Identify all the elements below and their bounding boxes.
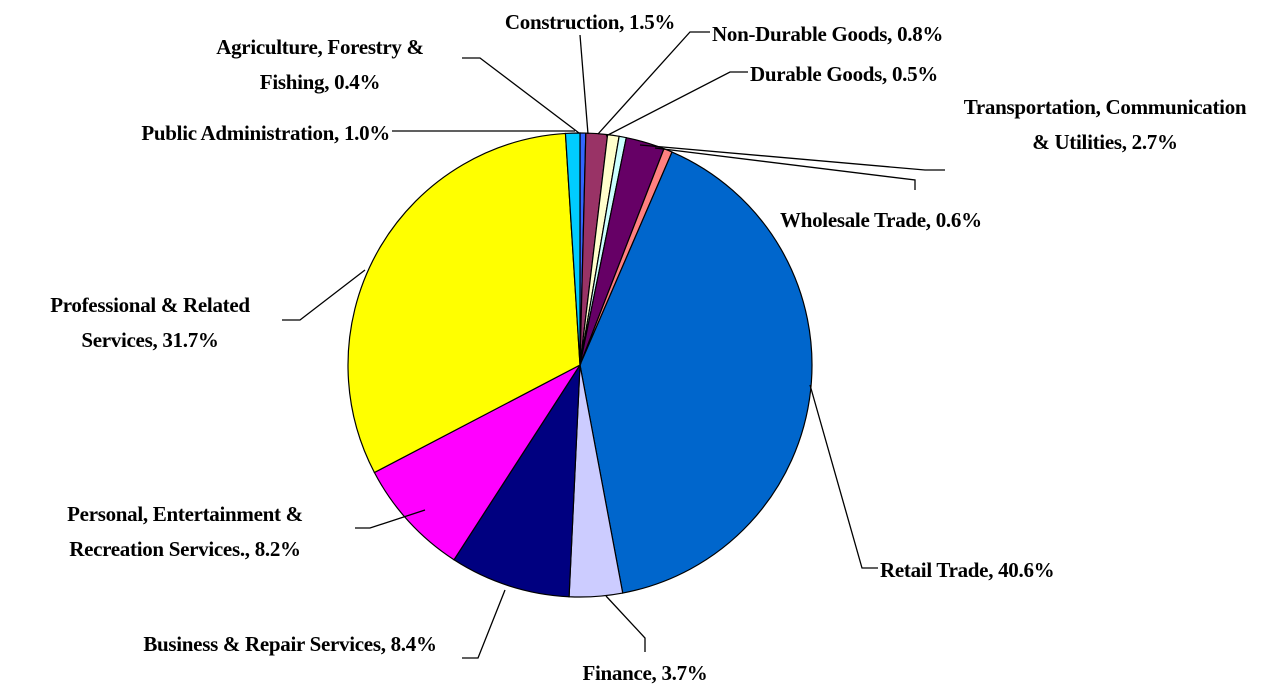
leader-line (355, 509, 426, 529)
slice-label: Personal, Entertainment & Recreation Ser… (20, 497, 350, 567)
slice-label: Professional & Related Services, 31.7% (10, 288, 290, 358)
leader-line (605, 71, 748, 137)
category-label: Retail Trade, (880, 558, 994, 582)
leader-line (809, 384, 878, 569)
value-label: 0.5% (891, 62, 939, 86)
category-label: Business & Repair Services, (143, 632, 386, 656)
slice-label: Agriculture, Forestry & Fishing, 0.4% (190, 30, 450, 100)
slice-label: Public Administration, 1.0% (40, 116, 390, 151)
pie-slice (564, 132, 581, 366)
slice-label: Business & Repair Services, 8.4% (140, 627, 440, 662)
value-label: 1.0% (343, 121, 390, 145)
value-label: 2.7% (1131, 130, 1178, 154)
leader-line (654, 147, 916, 190)
value-label: 3.7% (661, 661, 708, 685)
pie-slice (579, 151, 813, 594)
leader-line (579, 34, 589, 135)
category-label: Construction, (504, 10, 625, 34)
category-label: Wholesale Trade, (780, 208, 931, 232)
leader-line (639, 144, 945, 171)
value-label: 1.5% (629, 10, 676, 34)
value-label: 0.8% (897, 22, 944, 46)
category-label: Agriculture, Forestry & Fishing, (216, 35, 424, 94)
category-label: Transportation, Communication & Utilitie… (963, 95, 1247, 154)
slice-label: Finance, 3.7% (540, 656, 750, 691)
slice-label: Durable Goods, 0.5% (750, 57, 1050, 92)
slice-label: Wholesale Trade, 0.6% (780, 203, 1060, 238)
pie-slice (373, 363, 582, 561)
value-label: 31.7% (162, 328, 219, 352)
leader-line (597, 31, 710, 135)
slice-label: Non-Durable Goods, 0.8% (712, 17, 1042, 52)
category-label: Personal, Entertainment & Recreation Ser… (67, 502, 303, 561)
value-label: 0.4% (334, 70, 381, 94)
category-label: Finance, (582, 661, 657, 685)
pie-slice (453, 362, 581, 598)
leader-line (462, 589, 506, 659)
slice-label: Retail Trade, 40.6% (880, 553, 1130, 588)
value-label: 40.6% (998, 558, 1055, 582)
pie-slice (347, 132, 581, 474)
category-label: Non-Durable Goods, (712, 22, 893, 46)
value-label: 8.2% (254, 537, 301, 561)
leader-line (605, 595, 646, 652)
value-label: 0.6% (935, 208, 982, 232)
category-label: Public Administration, (141, 121, 339, 145)
category-label: Professional & Related Services, (50, 293, 250, 352)
leader-line (282, 269, 366, 321)
value-label: 8.4% (390, 632, 437, 656)
leader-line (462, 57, 580, 134)
slice-label: Transportation, Communication & Utilitie… (960, 90, 1250, 160)
slice-label: Construction, 1.5% (470, 5, 710, 40)
category-label: Durable Goods, (750, 62, 887, 86)
